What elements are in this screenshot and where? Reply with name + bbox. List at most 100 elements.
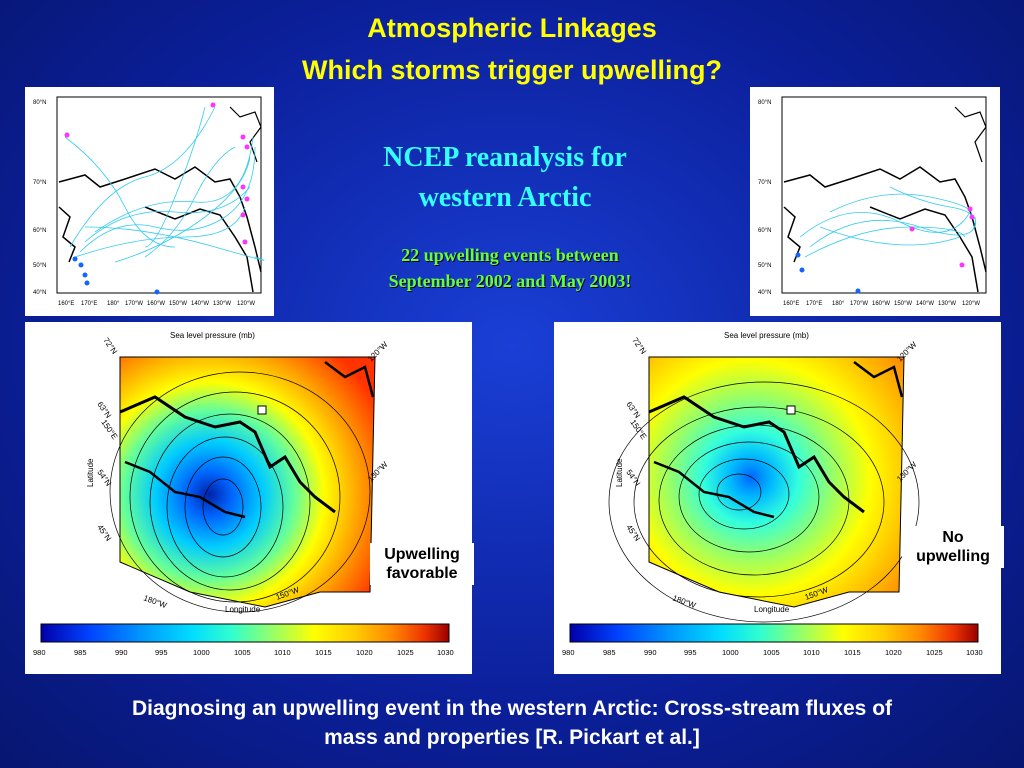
coastline xyxy=(119,395,336,514)
lat-label: 80°N xyxy=(758,100,771,106)
colorbar-ticks: 980 985 990 995 1000 1005 1010 1015 1020… xyxy=(562,648,983,657)
colorbar-tick: 1010 xyxy=(274,648,291,657)
colorbar-tick: 1020 xyxy=(885,648,902,657)
colorbar-tick: 1005 xyxy=(763,648,780,657)
corner-label: 72°N xyxy=(101,336,119,356)
colorbar-tick: 1030 xyxy=(437,648,454,657)
lat-label: 60°N xyxy=(758,228,771,234)
corner-label: 120°W xyxy=(895,340,919,364)
storm-track-map-left: 80°N 70°N 60°N 50°N 40°N 160°E 170°E 180… xyxy=(25,87,274,316)
colorbar-tick: 1005 xyxy=(234,648,251,657)
corner-label: 45°N xyxy=(95,523,113,543)
caption-line1: Diagnosing an upwelling event in the wes… xyxy=(131,697,893,720)
events-note-line2: September 2002 and May 2003! xyxy=(388,271,632,291)
no-upwelling-label: No upwelling xyxy=(902,526,1004,568)
no-upwelling-line1: No xyxy=(942,529,964,546)
colorbar-tick: 985 xyxy=(74,648,87,657)
lon-label: 170°E xyxy=(806,301,822,307)
lat-label: 70°N xyxy=(33,180,46,186)
isobars xyxy=(109,371,371,613)
slide-title-line1: Atmospheric Linkages xyxy=(367,13,657,43)
slp-xlabel: Longitude xyxy=(754,605,790,614)
colorbar-tick: 980 xyxy=(33,648,46,657)
colorbar-tick: 990 xyxy=(115,648,128,657)
lon-label: 150°W xyxy=(894,301,912,307)
lon-label: 120°W xyxy=(962,301,980,307)
colorbar-tick: 1020 xyxy=(356,648,373,657)
coastline xyxy=(954,106,987,163)
corner-label: 150°E xyxy=(99,418,119,441)
lon-label: 130°W xyxy=(213,301,231,307)
events-note-line1: 22 upwelling events between xyxy=(401,245,619,265)
colorbar xyxy=(40,623,450,643)
corner-label: 150°E xyxy=(628,418,648,441)
slp-xlabel: Longitude xyxy=(225,605,261,614)
lat-label: 40°N xyxy=(33,290,46,296)
lat-label: 80°N xyxy=(33,100,46,106)
ncep-heading-line1: NCEP reanalysis for xyxy=(383,142,627,173)
slide-title-line2: Which storms trigger upwelling? xyxy=(301,55,723,85)
lon-label: 160°E xyxy=(783,301,799,307)
lon-label: 120°W xyxy=(237,301,255,307)
coastline xyxy=(144,206,254,293)
coastline xyxy=(124,460,246,519)
coastline xyxy=(648,395,865,514)
corner-label: 63°N xyxy=(95,400,113,420)
upwelling-favorable-line1: Upwelling xyxy=(384,546,460,563)
colorbar-tick: 1025 xyxy=(397,648,414,657)
slp-ylabel: Latitude xyxy=(615,458,624,487)
lat-label: 40°N xyxy=(758,290,771,296)
slp-map-upwelling: Sea level pressure (mb) 72°N 63°N 150°E … xyxy=(25,322,472,674)
colorbar-tick: 980 xyxy=(562,648,575,657)
upwelling-favorable-label: Upwelling favorable xyxy=(370,543,474,585)
lon-label: 170°W xyxy=(125,301,143,307)
colorbar-ticks: 980 985 990 995 1000 1005 1010 1015 1020… xyxy=(33,648,454,657)
slp-title: Sea level pressure (mb) xyxy=(170,331,255,340)
coastline xyxy=(853,361,904,398)
colorbar-tick: 1010 xyxy=(803,648,820,657)
colorbar-tick: 1000 xyxy=(722,648,739,657)
track-start-points xyxy=(795,206,975,294)
ncep-heading-line2: western Arctic xyxy=(418,182,592,213)
lon-label: 140°W xyxy=(916,301,934,307)
corner-label: 72°N xyxy=(630,336,648,356)
colorbar-tick: 985 xyxy=(603,648,616,657)
coastline xyxy=(783,206,801,263)
slp-map-no-upwelling: Sea level pressure (mb) 72°N 63°N 150°E … xyxy=(554,322,1001,674)
lon-label: 170°W xyxy=(850,301,868,307)
coastline xyxy=(58,166,262,273)
caption-line2: mass and properties [R. Pickart et al.] xyxy=(324,726,700,749)
upwelling-favorable-line2: favorable xyxy=(386,565,458,582)
slp-field xyxy=(648,356,905,608)
no-upwelling-line2: upwelling xyxy=(916,548,990,565)
colorbar-tick: 990 xyxy=(644,648,657,657)
lat-label: 50°N xyxy=(758,263,771,269)
slp-title: Sea level pressure (mb) xyxy=(724,331,809,340)
corner-label: 54°N xyxy=(624,468,642,488)
coastline xyxy=(324,361,375,398)
coastline xyxy=(653,460,775,519)
lon-label: 180° xyxy=(107,301,120,307)
track-start-points xyxy=(64,102,250,295)
colorbar-tick: 995 xyxy=(155,648,168,657)
corner-label: 120°W xyxy=(366,340,390,364)
lat-label: 50°N xyxy=(33,263,46,269)
lon-label: 170°E xyxy=(81,301,97,307)
colorbar-tick: 1000 xyxy=(193,648,210,657)
colorbar-tick: 1015 xyxy=(315,648,332,657)
corner-label: 180°W xyxy=(142,593,168,610)
colorbar-tick: 995 xyxy=(684,648,697,657)
corner-label: 180°W xyxy=(671,593,697,610)
colorbar xyxy=(569,623,979,643)
corner-label: 63°N xyxy=(624,400,642,420)
lat-label: 70°N xyxy=(758,180,771,186)
lon-label: 140°W xyxy=(191,301,209,307)
colorbar-tick: 1015 xyxy=(844,648,861,657)
coastline xyxy=(58,206,76,263)
lon-label: 130°W xyxy=(938,301,956,307)
corner-label: 45°N xyxy=(624,523,642,543)
lon-label: 180° xyxy=(832,301,845,307)
lon-label: 160°W xyxy=(872,301,890,307)
lon-label: 160°W xyxy=(147,301,165,307)
colorbar-tick: 1025 xyxy=(926,648,943,657)
